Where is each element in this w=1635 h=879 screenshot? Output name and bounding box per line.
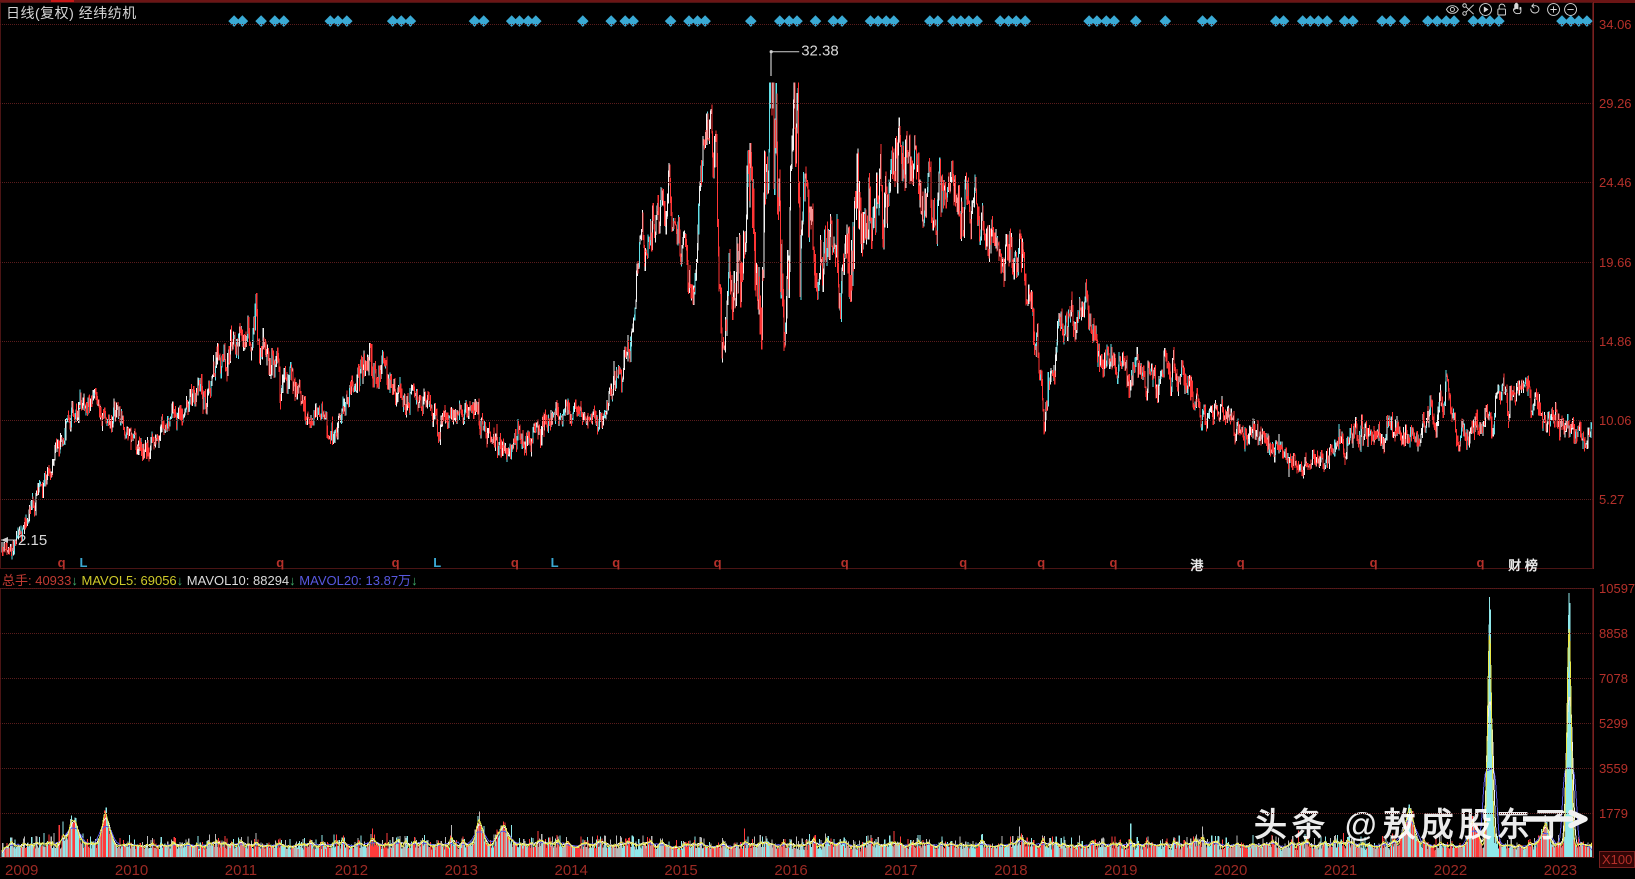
svg-text:32.38: 32.38 [801, 43, 839, 60]
svg-text:2.15: 2.15 [18, 532, 47, 549]
